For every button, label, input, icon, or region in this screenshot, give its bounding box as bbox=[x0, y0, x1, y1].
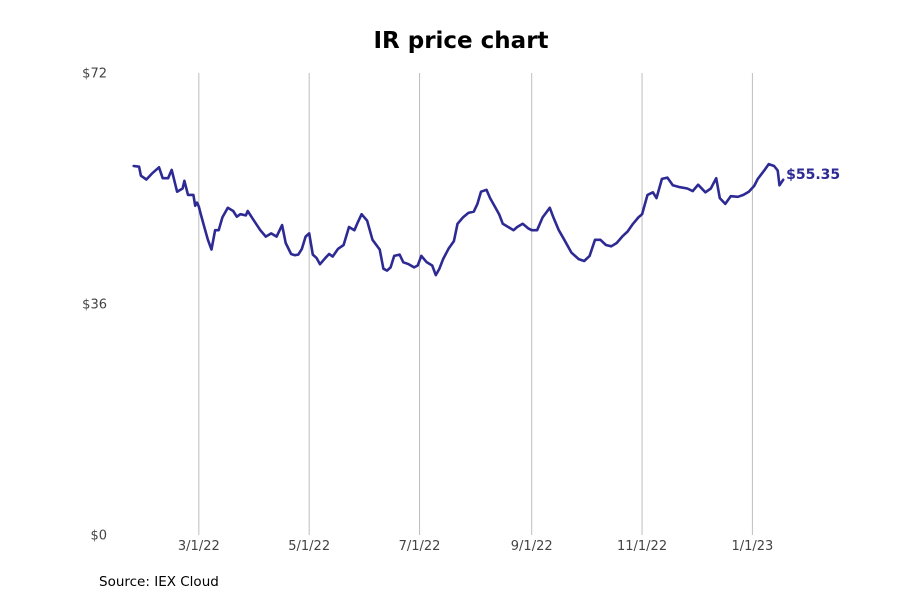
x-tick-label: 9/1/22 bbox=[511, 539, 553, 554]
x-axis: 3/1/22 5/1/22 7/1/22 9/1/22 11/1/22 1/1/23 bbox=[178, 539, 773, 554]
x-tick-label: 11/1/22 bbox=[617, 539, 667, 554]
y-tick-label: $0 bbox=[90, 529, 107, 544]
x-tick-label: 3/1/22 bbox=[178, 539, 220, 554]
y-tick-label: $36 bbox=[82, 298, 107, 313]
chart-title: IR price chart bbox=[373, 28, 549, 54]
price-series-line bbox=[132, 162, 785, 277]
x-tick-label: 1/1/23 bbox=[731, 539, 773, 554]
last-price-label: $55.35 bbox=[786, 167, 840, 183]
source-note: Source: IEX Cloud bbox=[99, 574, 219, 590]
x-tick-label: 7/1/22 bbox=[399, 539, 441, 554]
vertical-gridlines bbox=[198, 73, 753, 535]
y-tick-label: $72 bbox=[82, 67, 107, 82]
x-tick-label: 5/1/22 bbox=[288, 539, 330, 554]
y-axis: $0 $36 $72 bbox=[82, 67, 107, 544]
